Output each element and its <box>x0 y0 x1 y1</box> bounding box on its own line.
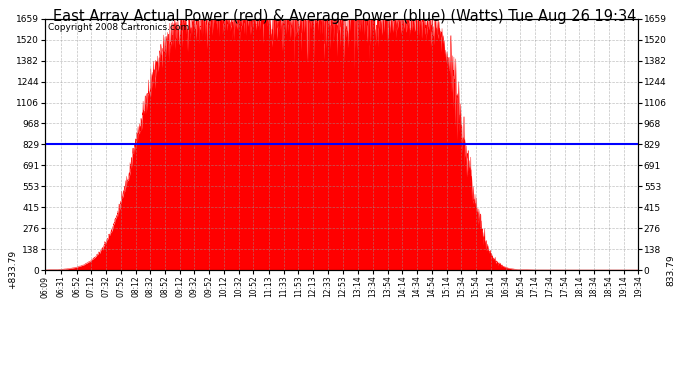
Text: Copyright 2008 Cartronics.com: Copyright 2008 Cartronics.com <box>48 22 189 32</box>
Text: East Array Actual Power (red) & Average Power (blue) (Watts) Tue Aug 26 19:34: East Array Actual Power (red) & Average … <box>53 9 637 24</box>
Text: 833.79: 833.79 <box>667 254 676 286</box>
Text: +833.79: +833.79 <box>8 251 17 290</box>
